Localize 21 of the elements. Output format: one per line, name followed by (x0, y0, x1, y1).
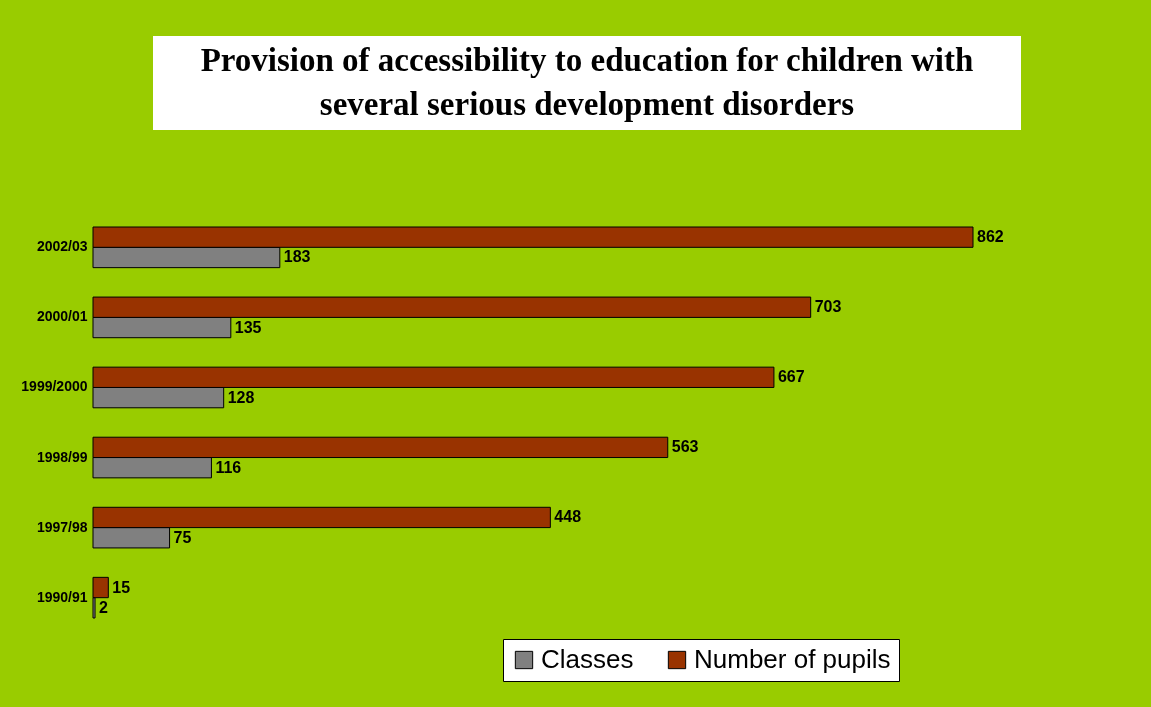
legend-label: Classes (541, 644, 634, 674)
chart-title: Provision of accessibility to education for children with several serious development disorders (153, 36, 1021, 130)
data-label: 135 (234, 318, 262, 336)
data-label: 563 (671, 438, 699, 456)
y-tick-label: 1990/91 (36, 588, 88, 605)
data-label: 183 (283, 248, 311, 266)
data-label: 667 (777, 368, 805, 386)
y-tick-label: 1999/2000 (21, 378, 88, 395)
y-tick-label: 1998/99 (36, 448, 88, 465)
data-label: 2 (99, 598, 109, 616)
y-tick-label: 2000/01 (36, 308, 88, 325)
y-tick-label: 2002/03 (36, 238, 88, 255)
data-label: 703 (814, 298, 842, 316)
y-tick-label: 1997/98 (36, 518, 88, 535)
data-label: 116 (215, 458, 242, 476)
data-label: 128 (227, 388, 255, 406)
data-label: 15 (112, 578, 131, 596)
data-label: 75 (173, 528, 192, 546)
data-label: 448 (554, 508, 582, 526)
legend-label: Number of pupils (694, 644, 891, 674)
data-label: 862 (977, 228, 1004, 246)
